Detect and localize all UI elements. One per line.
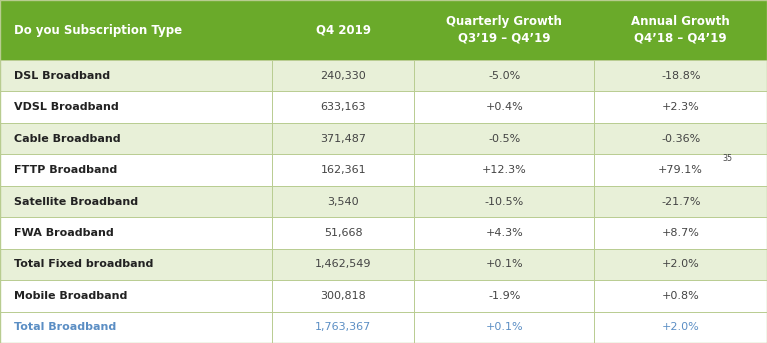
Text: +0.1%: +0.1%	[486, 322, 523, 332]
Text: -0.5%: -0.5%	[488, 134, 521, 144]
Text: -5.0%: -5.0%	[488, 71, 521, 81]
Text: 162,361: 162,361	[321, 165, 366, 175]
Bar	[414, 249, 594, 280]
Bar	[272, 60, 414, 92]
Text: 51,668: 51,668	[324, 228, 363, 238]
Text: VDSL Broadband: VDSL Broadband	[14, 102, 119, 112]
Text: 633,163: 633,163	[321, 102, 366, 112]
Bar	[0, 186, 272, 217]
Bar	[0, 92, 272, 123]
Text: -10.5%: -10.5%	[485, 197, 524, 206]
Bar	[414, 92, 594, 123]
Text: Cable Broadband: Cable Broadband	[14, 134, 120, 144]
Text: 300,818: 300,818	[321, 291, 366, 301]
Text: FTTP Broadband: FTTP Broadband	[14, 165, 117, 175]
Bar	[594, 0, 767, 60]
Bar	[272, 186, 414, 217]
Text: Q4 2019: Q4 2019	[316, 24, 370, 36]
Text: 35: 35	[723, 154, 733, 163]
Text: +4.3%: +4.3%	[486, 228, 523, 238]
Bar	[414, 186, 594, 217]
Bar	[414, 123, 594, 154]
Text: +2.3%: +2.3%	[662, 102, 700, 112]
Text: -1.9%: -1.9%	[488, 291, 521, 301]
Text: Total Fixed broadband: Total Fixed broadband	[14, 259, 153, 269]
Bar	[414, 280, 594, 311]
Text: -21.7%: -21.7%	[661, 197, 700, 206]
Text: DSL Broadband: DSL Broadband	[14, 71, 110, 81]
Text: -18.8%: -18.8%	[661, 71, 700, 81]
Text: Satellite Broadband: Satellite Broadband	[14, 197, 138, 206]
Bar	[414, 311, 594, 343]
Bar	[414, 60, 594, 92]
Text: -0.36%: -0.36%	[661, 134, 700, 144]
Bar	[272, 0, 414, 60]
Bar	[594, 186, 767, 217]
Text: Do you Subscription Type: Do you Subscription Type	[14, 24, 182, 36]
Bar	[272, 92, 414, 123]
Text: +0.1%: +0.1%	[486, 259, 523, 269]
Text: +2.0%: +2.0%	[662, 259, 700, 269]
Text: +0.8%: +0.8%	[662, 291, 700, 301]
Bar	[594, 92, 767, 123]
Text: +2.0%: +2.0%	[662, 322, 700, 332]
Bar	[272, 217, 414, 249]
Bar	[414, 0, 594, 60]
Text: 371,487: 371,487	[321, 134, 366, 144]
Text: 1,462,549: 1,462,549	[315, 259, 371, 269]
Bar	[272, 311, 414, 343]
Bar	[594, 154, 767, 186]
Text: +0.4%: +0.4%	[486, 102, 523, 112]
Text: +8.7%: +8.7%	[662, 228, 700, 238]
Text: Annual Growth
Q4’18 – Q4’19: Annual Growth Q4’18 – Q4’19	[631, 15, 730, 45]
Text: Total Broadband: Total Broadband	[14, 322, 116, 332]
Bar	[0, 217, 272, 249]
Bar	[414, 217, 594, 249]
Bar	[594, 60, 767, 92]
Text: +12.3%: +12.3%	[482, 165, 527, 175]
Bar	[594, 249, 767, 280]
Bar	[0, 123, 272, 154]
Text: 3,540: 3,540	[328, 197, 359, 206]
Bar	[272, 154, 414, 186]
Bar	[272, 249, 414, 280]
Bar	[0, 311, 272, 343]
Text: Mobile Broadband: Mobile Broadband	[14, 291, 127, 301]
Bar	[594, 123, 767, 154]
Bar	[0, 0, 272, 60]
Bar	[594, 280, 767, 311]
Bar	[414, 154, 594, 186]
Text: FWA Broadband: FWA Broadband	[14, 228, 114, 238]
Bar	[0, 60, 272, 92]
Bar	[0, 249, 272, 280]
Text: +79.1%: +79.1%	[658, 165, 703, 175]
Bar	[594, 311, 767, 343]
Bar	[0, 154, 272, 186]
Text: Quarterly Growth
Q3’19 – Q4’19: Quarterly Growth Q3’19 – Q4’19	[446, 15, 562, 45]
Bar	[594, 217, 767, 249]
Bar	[272, 123, 414, 154]
Bar	[0, 280, 272, 311]
Text: 240,330: 240,330	[321, 71, 366, 81]
Text: 1,763,367: 1,763,367	[315, 322, 371, 332]
Bar	[272, 280, 414, 311]
